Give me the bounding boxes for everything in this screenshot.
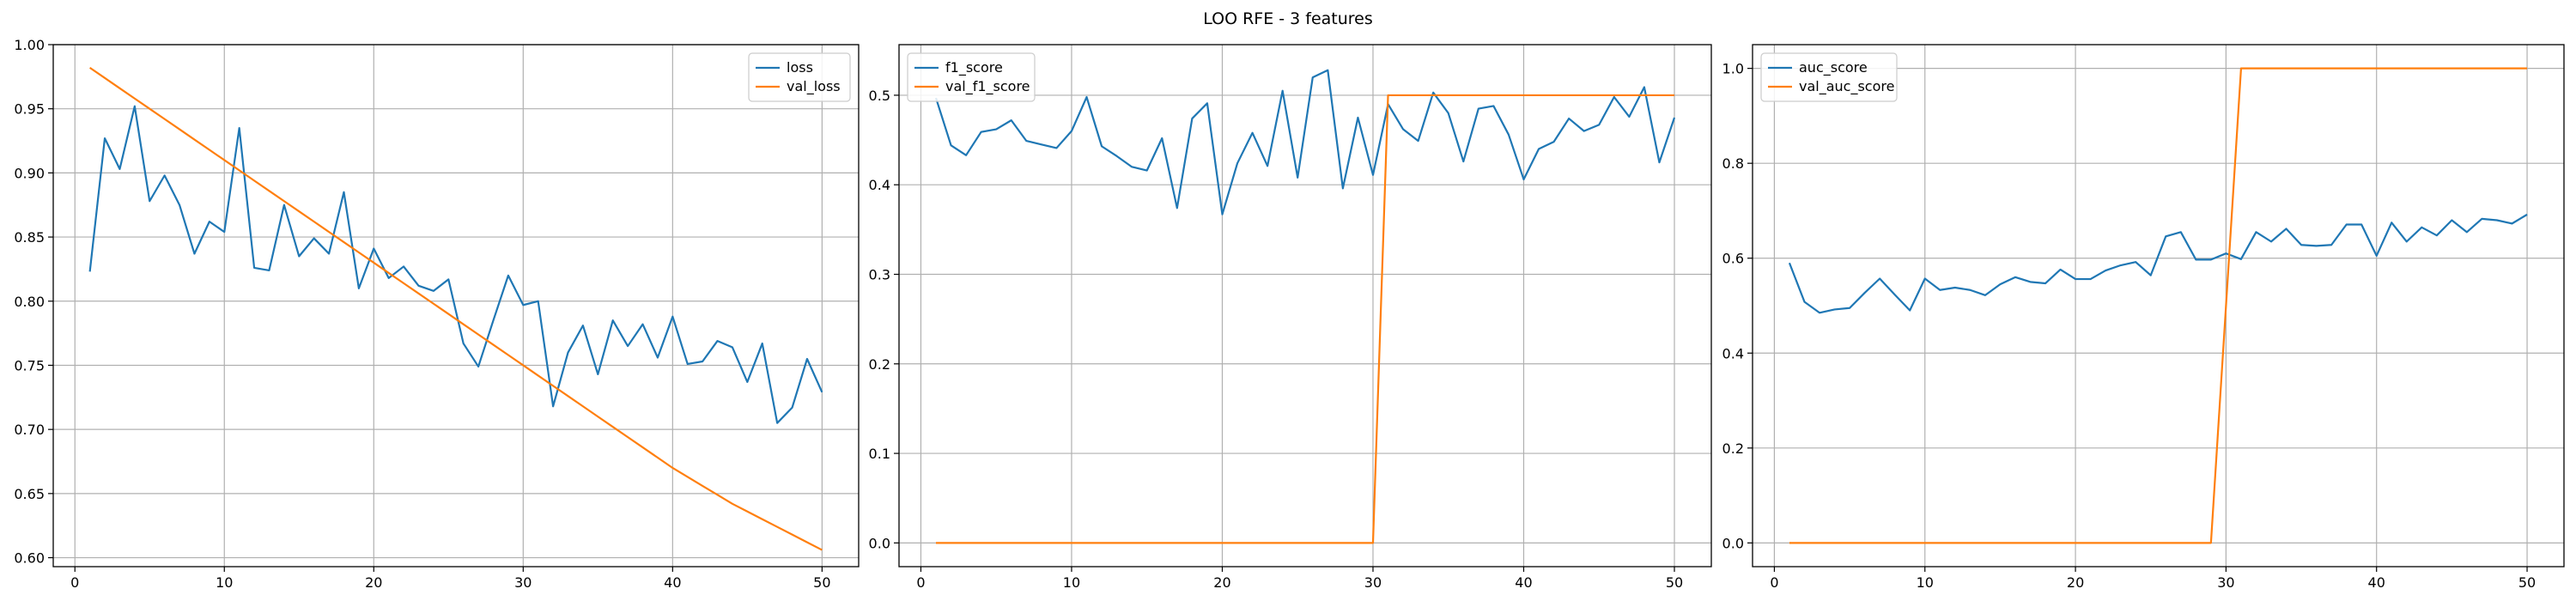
series-line-val-auc-score	[1789, 67, 2528, 544]
y-tick-label-0-6: 0.6	[1722, 251, 1744, 267]
y-tick-label-0-2: 0.2	[1722, 440, 1744, 457]
x-tick-label-10: 10	[1917, 574, 1934, 591]
y-tick-label-0: 0.0	[1722, 535, 1744, 551]
legend-label-f1-score: f1_score	[945, 59, 1003, 76]
y-tick-label-0-65: 0.65	[14, 486, 45, 502]
legend: loss val_loss	[748, 52, 851, 102]
y-tick-label-0-1: 0.1	[869, 446, 890, 462]
x-tick-label-40: 40	[1515, 574, 1532, 591]
axes-frame	[898, 44, 1712, 568]
x-tick-label-40: 40	[664, 574, 681, 591]
y-tick-label-0-5: 0.5	[869, 88, 890, 104]
y-tick-label-0-8: 0.80	[14, 294, 45, 310]
legend: auc_score val_auc_score	[1760, 52, 1898, 102]
y-tick-label-0-2: 0.2	[869, 356, 890, 373]
x-tick-label-20: 20	[365, 574, 382, 591]
x-tick-label-30: 30	[514, 574, 532, 591]
y-tick-label-0: 0.0	[869, 535, 890, 551]
legend-box	[1760, 52, 1898, 102]
x-tick-label-30: 30	[1364, 574, 1382, 591]
y-tick-label-0-3: 0.3	[869, 266, 890, 282]
x-tick-label-30: 30	[2217, 574, 2234, 591]
f1-score-subplot: 0 10 20 30 40 50 0.0 0.1 0.2 0.3 0.4 0.5 f1_scoreval…	[869, 44, 1712, 591]
y-tick-label-0-85: 0.85	[14, 229, 45, 246]
legend-label-val-f1-score: val_f1_score	[945, 78, 1030, 95]
x-tick-label-10: 10	[216, 574, 233, 591]
legend-label-val-auc-score: val_auc_score	[1799, 78, 1894, 95]
axes-frame	[1752, 44, 2565, 568]
y-tick-label-0-95: 0.95	[14, 101, 45, 118]
y-tick-label-0-4: 0.4	[869, 177, 890, 193]
y-tick-label-0-75: 0.75	[14, 357, 45, 373]
x-tick-label-0: 0	[70, 574, 79, 591]
x-tick-label-50: 50	[2518, 574, 2536, 591]
x-tick-label-0: 0	[916, 574, 925, 591]
legend-box	[748, 52, 851, 102]
series-line-auc-score	[1788, 213, 2528, 314]
y-tick-label-0-9: 0.90	[14, 165, 45, 181]
x-tick-label-50: 50	[1666, 574, 1683, 591]
figure-title: LOO RFE - 3 features	[1203, 9, 1373, 28]
axes-frame	[52, 44, 860, 568]
x-tick-label-40: 40	[2368, 574, 2385, 591]
series-line-val-loss	[89, 66, 823, 551]
series-line-loss	[88, 105, 823, 424]
y-tick-label-0-7: 0.70	[14, 422, 45, 438]
series-line-val-f1-score	[936, 94, 1674, 544]
y-tick-label-0-6: 0.60	[14, 550, 45, 567]
y-tick-label-1: 1.0	[1722, 61, 1744, 77]
legend-label-auc-score: auc_score	[1799, 59, 1868, 76]
x-tick-label-0: 0	[1770, 574, 1778, 591]
y-tick-label-0-8: 0.8	[1722, 155, 1744, 172]
legend: f1_score val_f1_score	[907, 52, 1036, 102]
series-line-f1-score	[934, 69, 1676, 216]
loss-subplot: 0 10 20 30 40 50 0.60 0.65 0.70 0.75 0.80 0.85 0.90 0…	[14, 37, 860, 591]
legend-label-val-loss: val_loss	[787, 78, 841, 95]
legend-box	[907, 52, 1036, 102]
x-tick-label-10: 10	[1063, 574, 1080, 591]
x-tick-label-20: 20	[2067, 574, 2084, 591]
y-tick-label-0-4: 0.4	[1722, 345, 1744, 361]
x-tick-label-50: 50	[813, 574, 830, 591]
legend-label-loss: loss	[787, 59, 813, 76]
x-tick-label-20: 20	[1213, 574, 1230, 591]
y-tick-label-1: 1.00	[14, 37, 45, 53]
auc-score-subplot: 0 10 20 30 40 50 0.0 0.2 0.4 0.6 0.8 1.0 auc_scoreva…	[1722, 44, 2565, 591]
